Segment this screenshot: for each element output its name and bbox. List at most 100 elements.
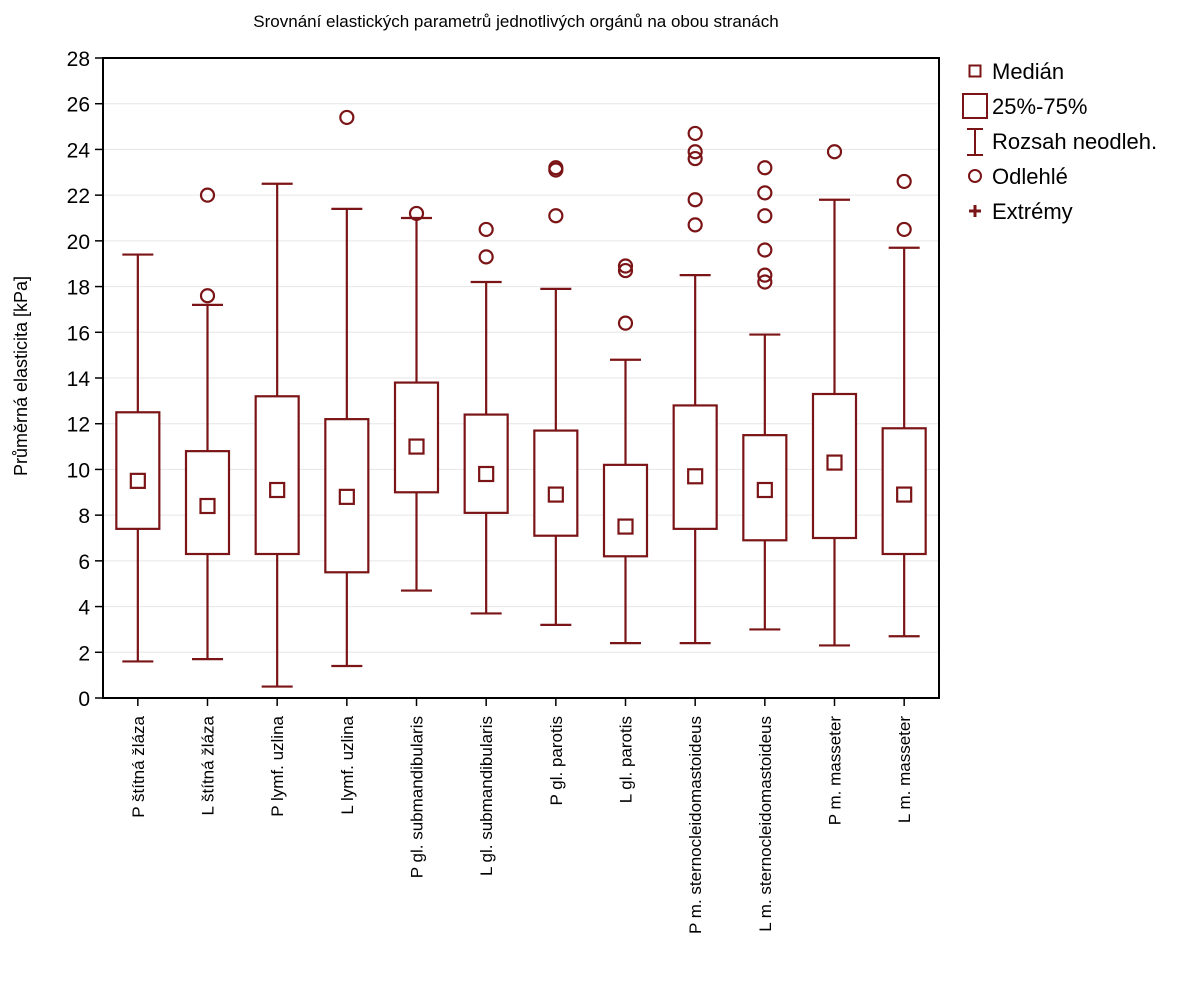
box-iqr [393,381,440,494]
y-tick-label: 20 [67,231,90,254]
x-tick-label: P gl. parotis [547,716,566,805]
box-iqr [324,418,370,574]
legend: Medián 25%-75% Rozsah neodleh. Odlehlé Extré… [962,59,1157,224]
median-marker [199,497,216,515]
box-group [324,109,370,668]
box-iqr [602,463,649,558]
outlier-point [617,258,634,274]
y-tick-label: 10 [67,459,90,482]
legend-label: Medián [992,59,1064,84]
box-iqr [463,413,509,514]
outlier-point [548,162,564,178]
legend-item-whisker: Rozsah neodleh. [967,128,1157,156]
outlier-point [757,242,773,258]
legend-label: Extrémy [992,199,1073,224]
legend-outlier-symbol [968,169,982,183]
outlier-point [478,221,494,238]
legend-item-box: 25%-75% [962,93,1087,119]
outlier-point [826,144,843,160]
median-marker [478,465,495,483]
legend-item-outlier: Odlehlé [968,164,1068,189]
x-tick-label: L gl. submandibularis [477,716,496,876]
box-iqr [881,427,927,556]
box-iqr [254,395,300,556]
median-marker [896,486,913,503]
median-marker [408,438,425,455]
median-marker [338,488,355,505]
outlier-point [757,267,773,283]
box-iqr [533,429,579,537]
x-tick-label: P m. sternocleidomastoideus [686,716,705,934]
box-iqr [115,411,161,530]
box-group [533,160,579,626]
outlier-point [687,125,703,142]
outlier-point [478,249,494,265]
median-marker [687,468,704,485]
box-group [254,182,300,688]
legend-label: Odlehlé [992,164,1068,189]
y-tick-label: 18 [67,277,90,300]
legend-item-extreme: Extrémy [969,199,1073,224]
outlier-point [757,208,773,224]
x-tick-label: P gl. submandibularis [408,716,427,878]
box-group [393,205,440,592]
box-group [115,253,161,663]
x-tick-label: L lymf. uzlina [338,715,357,814]
median-marker [269,481,286,499]
box-iqr [811,392,858,540]
y-tick-label: 22 [67,185,90,208]
grid-lines [103,103,939,653]
median-marker [756,481,773,499]
outlier-point [687,192,703,208]
x-tick-label: L gl. parotis [617,716,636,803]
outlier-point [896,173,912,190]
outlier-point [548,208,564,224]
y-tick-label: 28 [67,48,90,71]
x-tick-label: P m. masseter [826,716,845,826]
x-axis-tick-labels: P štítná žláza L štítná žláza P lymf. uzli… [129,698,914,934]
y-tick-label: 4 [78,597,90,620]
plot-area-frame [102,57,940,699]
box-group [742,160,788,631]
legend-item-median: Medián [968,59,1064,84]
box-group [463,221,509,615]
y-tick-label: 2 [78,642,90,665]
x-tick-label: L m. sternocleidomastoideus [756,716,775,932]
median-marker [826,454,843,471]
y-tick-label: 12 [67,414,90,437]
outlier-point [617,315,634,331]
legend-median-symbol [968,64,982,78]
y-tick-label: 24 [67,139,91,162]
y-axis-label: Průměrná elasticita [kPa] [11,276,31,476]
chart-title: Srovnání elastických parametrů jednotliv… [253,12,778,31]
x-tick-label: P štítná žláza [129,715,148,817]
median-marker [129,472,146,489]
median-marker [617,518,634,535]
y-tick-label: 0 [78,688,90,711]
outlier-point [199,288,216,304]
box-iqr [742,434,788,542]
outlier-point [339,109,355,126]
legend-box-symbol [962,93,988,119]
median-marker [547,486,564,503]
box-group [184,187,231,661]
outlier-point [687,217,703,233]
boxes [115,109,927,688]
box-group [811,144,858,647]
outlier-point [199,187,216,203]
outlier-point [757,185,773,201]
outlier-point [757,160,773,176]
y-tick-label: 14 [67,368,91,391]
box-group [672,125,718,645]
outlier-point [408,205,425,222]
outlier-point [687,150,703,167]
box-iqr [672,404,718,530]
x-tick-label: P lymf. uzlina [268,715,287,816]
outlier-point [896,221,912,238]
y-tick-label: 16 [67,322,90,345]
outlier-point [617,262,634,279]
x-tick-label: L štítná žláza [199,715,218,815]
legend-label: Rozsah neodleh. [992,129,1157,154]
